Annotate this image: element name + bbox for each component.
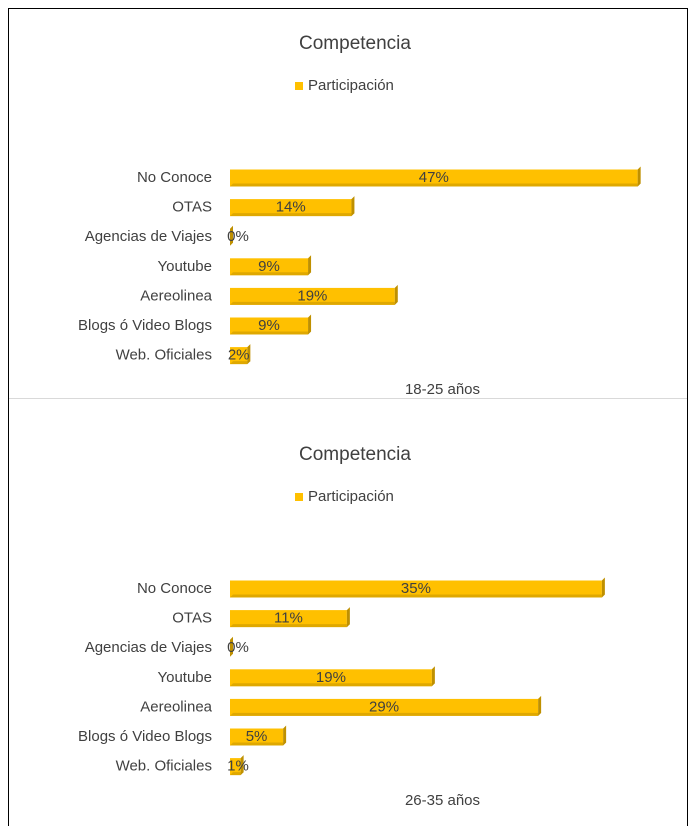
bar <box>230 258 309 276</box>
bar <box>230 287 395 305</box>
bar-side <box>230 225 233 246</box>
bar <box>230 169 638 187</box>
value-label: 2% <box>228 347 250 364</box>
legend-swatch <box>295 493 303 501</box>
category-label: No Conoce <box>137 169 212 186</box>
bar-bottom <box>230 683 435 687</box>
category-label: Web. Oficiales <box>116 347 212 364</box>
bar <box>230 317 309 335</box>
bar-bottom <box>230 742 287 746</box>
category-label: Youtube <box>157 669 212 686</box>
legend-label: Participación <box>308 488 394 505</box>
bar-bottom <box>230 624 350 628</box>
value-label: 9% <box>258 258 280 275</box>
bar-side <box>283 725 287 746</box>
category-label: Blogs ó Video Blogs <box>78 317 212 334</box>
bar-side <box>308 255 312 276</box>
value-label: 35% <box>401 580 431 597</box>
category-label: OTAS <box>172 199 212 216</box>
bar-side <box>230 636 233 657</box>
bar <box>230 347 248 365</box>
bar-side <box>394 284 398 305</box>
chart-title: Competencia <box>299 33 411 54</box>
category-label: Agencias de Viajes <box>85 228 212 245</box>
bar-bottom <box>230 213 355 217</box>
bar <box>230 728 284 746</box>
value-label: 5% <box>246 728 268 745</box>
bar-side <box>351 196 355 217</box>
category-label: OTAS <box>172 610 212 627</box>
bar <box>230 758 241 776</box>
bar <box>230 580 602 598</box>
legend-swatch <box>295 82 303 90</box>
value-label: 0% <box>227 228 249 245</box>
value-label: 19% <box>316 669 346 686</box>
bar <box>230 698 539 716</box>
category-label: Agencias de Viajes <box>85 639 212 656</box>
bar <box>230 669 432 687</box>
category-label: No Conoce <box>137 580 212 597</box>
bar-side <box>308 314 312 335</box>
x-axis-label: 26-35 años <box>405 792 480 809</box>
legend-label: Participación <box>308 77 394 94</box>
value-label: 0% <box>227 639 249 656</box>
bar-bottom <box>230 361 251 365</box>
x-axis-label: 18-25 años <box>405 381 480 398</box>
category-label: Aereolinea <box>140 287 212 304</box>
bar-bottom <box>230 272 312 276</box>
bar-bottom <box>230 772 244 776</box>
category-label: Aereolinea <box>140 698 212 715</box>
bar-side <box>247 344 251 365</box>
value-label: 1% <box>227 758 249 775</box>
bar-side <box>240 755 244 776</box>
bar-side <box>346 607 350 628</box>
bar <box>230 199 352 217</box>
value-label: 9% <box>258 317 280 334</box>
bar-side <box>637 166 641 187</box>
bar-bottom <box>230 331 312 335</box>
category-label: Web. Oficiales <box>116 758 212 775</box>
value-label: 47% <box>419 169 449 186</box>
category-label: Blogs ó Video Blogs <box>78 728 212 745</box>
value-label: 19% <box>297 287 327 304</box>
bar-side <box>431 666 435 687</box>
category-label: Youtube <box>157 258 212 275</box>
chart-title: Competencia <box>299 444 411 465</box>
bar-bottom <box>230 183 641 187</box>
value-label: 11% <box>274 610 303 627</box>
bar <box>230 610 347 628</box>
bar-side <box>538 695 542 716</box>
bar-bottom <box>230 594 605 598</box>
value-label: 29% <box>369 698 399 715</box>
bar-bottom <box>230 712 542 716</box>
value-label: 14% <box>276 199 306 216</box>
bar-bottom <box>230 301 398 305</box>
bar-side <box>601 577 605 598</box>
